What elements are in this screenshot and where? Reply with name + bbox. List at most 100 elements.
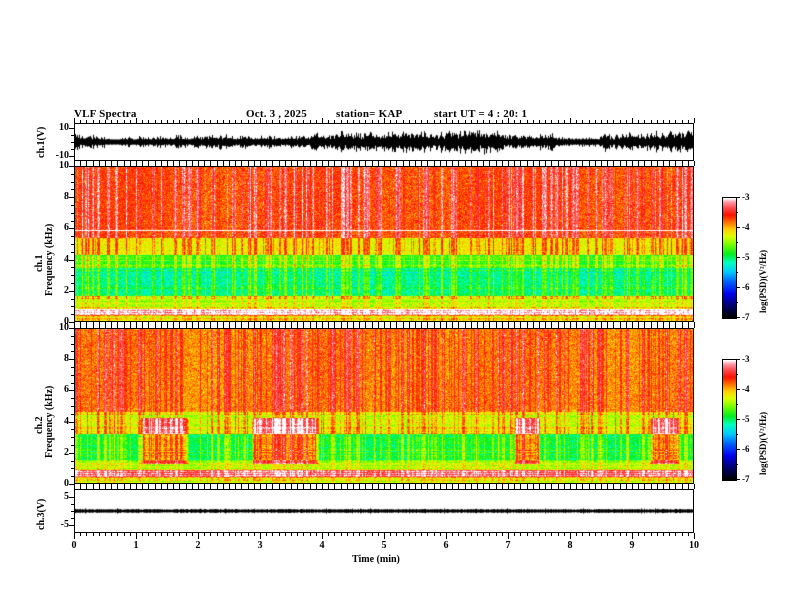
ch2-spec-bottom-tick-minor xyxy=(334,484,335,487)
ch1-spec-bottom-tick-minor xyxy=(440,322,441,325)
ch1-spec-bottom-tick-minor xyxy=(341,322,342,325)
ch1-wave-top-tick-minor xyxy=(434,120,435,123)
ch1-spec-top-tick-minor xyxy=(334,163,335,166)
ch1-spec-top-tick-minor xyxy=(235,163,236,166)
ch2-spec-ytick-minor xyxy=(71,445,74,446)
ch3-wave-top-tick-major xyxy=(508,484,509,489)
ch1-spec-top-tick-minor xyxy=(192,163,193,166)
ch1-spec-top-tick-minor xyxy=(489,163,490,166)
ch1-wave-bottom-tick-minor xyxy=(372,161,373,164)
ch1-spec-ytick-label: 8 xyxy=(64,191,69,203)
x-axis-tick-minor xyxy=(551,533,552,537)
ch1-spec-top-tick-minor xyxy=(533,163,534,166)
ch2-spec-top-tick-minor xyxy=(582,325,583,328)
ch1-colorbar-minor-tick xyxy=(736,272,738,273)
ch2-spec-top-tick-minor xyxy=(359,325,360,328)
ch3-wave-top-tick-minor xyxy=(434,486,435,489)
x-axis-tick-minor xyxy=(675,533,676,537)
ch1-spec-bottom-tick-minor xyxy=(465,322,466,325)
ch2-spec-bottom-tick-minor xyxy=(440,484,441,487)
x-axis-tick-minor xyxy=(186,533,187,537)
ch1-colorbar-gradient xyxy=(723,198,736,318)
ch2-spec-top-tick-minor xyxy=(378,325,379,328)
ch1-spec-top-tick-minor xyxy=(167,163,168,166)
ch2-spec-top-tick-major xyxy=(508,323,509,328)
ch1-spec-bottom-tick-minor xyxy=(111,322,112,325)
ch3-wave-top-tick-minor xyxy=(86,486,87,489)
ch1-colorbar-tick xyxy=(736,257,740,258)
x-axis-tick-minor xyxy=(148,533,149,537)
ch1-spec-top-tick-minor xyxy=(452,163,453,166)
ch2-spec-top-tick-minor xyxy=(341,325,342,328)
ch3-wave-top-tick-minor xyxy=(372,486,373,489)
ch1-spec-top-tick-minor xyxy=(434,163,435,166)
ch2-spec-ytick-minor xyxy=(71,351,74,352)
ch1-spec-bottom-tick-minor xyxy=(390,322,391,325)
ch1-wave-top-tick-minor xyxy=(217,120,218,123)
x-axis-tick-minor xyxy=(365,533,366,537)
ch2-spec-top-tick-minor xyxy=(148,325,149,328)
ch1-spec-top-tick-minor xyxy=(403,163,404,166)
ch2-spec-bottom-tick-minor xyxy=(93,484,94,487)
ch1-wave-bottom-tick-minor xyxy=(613,161,614,164)
ch1-spec-ytick-minor xyxy=(71,182,74,183)
x-axis-tick-minor xyxy=(223,533,224,537)
ch2-spec-top-tick-major xyxy=(322,323,323,328)
ch3-wave-top-tick-minor xyxy=(217,486,218,489)
ch1-wave-top-tick-major xyxy=(570,118,571,123)
ch3-wave-ytick-minor xyxy=(71,511,74,512)
ch3-wave-top-tick-minor xyxy=(644,486,645,489)
ch1-wave-bottom-tick-minor xyxy=(663,161,664,164)
ch1-wave-bottom-tick-minor xyxy=(477,161,478,164)
ch1-spec-bottom-tick-minor xyxy=(173,322,174,325)
ch1-spec-top-tick-minor xyxy=(471,163,472,166)
ch2-spec-top-tick-minor xyxy=(111,325,112,328)
ch2-spec-top-tick-minor xyxy=(539,325,540,328)
x-axis-tick-minor xyxy=(80,533,81,537)
ch1-wave-top-tick-minor xyxy=(186,120,187,123)
ch1-wave-top-tick-minor xyxy=(272,120,273,123)
ch1-waveform-panel xyxy=(74,123,694,161)
ch3-wave-top-tick-minor xyxy=(483,486,484,489)
ch1-spec-bottom-tick-minor xyxy=(148,322,149,325)
ch2-spec-top-tick-minor xyxy=(117,325,118,328)
ch1-spec-axis-subtitle: Frequency (kHz) xyxy=(44,223,55,296)
figure-title-row: VLF Spectra Oct. 3 , 2025 station= KAP s… xyxy=(74,108,694,122)
ch2-spec-bottom-tick-minor xyxy=(80,484,81,487)
ch2-spec-bottom-tick-minor xyxy=(620,484,621,487)
ch1-wave-bottom-tick-minor xyxy=(378,161,379,164)
ch2-spec-top-tick-minor xyxy=(434,325,435,328)
ch1-wave-bottom-tick-minor xyxy=(173,161,174,164)
x-axis-tick-minor xyxy=(117,533,118,537)
ch1-spectrogram-canvas xyxy=(75,167,693,321)
ch2-spec-ytick-minor xyxy=(71,336,74,337)
ch2-spec-top-tick-minor xyxy=(427,325,428,328)
ch1-wave-bottom-tick-minor xyxy=(539,161,540,164)
ch2-spec-bottom-tick-minor xyxy=(179,484,180,487)
ch2-spec-top-tick-minor xyxy=(551,325,552,328)
ch1-wave-bottom-tick-minor xyxy=(204,161,205,164)
ch1-wave-bottom-tick-minor xyxy=(403,161,404,164)
ch1-wave-top-tick-minor xyxy=(644,120,645,123)
ch2-spec-bottom-tick-minor xyxy=(403,484,404,487)
ch1-wave-ytick-minor xyxy=(71,135,74,136)
ch1-wave-top-tick-minor xyxy=(155,120,156,123)
ch1-spec-top-tick-major xyxy=(446,161,447,166)
ch1-wave-top-tick-minor xyxy=(589,120,590,123)
ch1-spec-top-tick-minor xyxy=(142,163,143,166)
x-axis-label: 7 xyxy=(505,540,511,551)
ch1-wave-bottom-tick-minor xyxy=(465,161,466,164)
ch2-spec-top-tick-minor xyxy=(161,325,162,328)
ch1-colorbar-minor-tick xyxy=(736,212,738,213)
ch1-spec-top-tick-minor xyxy=(93,163,94,166)
ch2-spec-ytick-major xyxy=(69,359,74,360)
ch1-wave-top-tick-minor xyxy=(173,120,174,123)
ch1-wave-top-tick-minor xyxy=(613,120,614,123)
ch2-spec-bottom-tick-minor xyxy=(328,484,329,487)
ch3-wave-top-tick-minor xyxy=(93,486,94,489)
ch1-wave-bottom-tick-minor xyxy=(595,161,596,164)
ch1-spec-bottom-tick-minor xyxy=(434,322,435,325)
ch1-wave-bottom-tick-minor xyxy=(148,161,149,164)
ch1-spec-bottom-tick-minor xyxy=(533,322,534,325)
ch2-spec-ytick-major xyxy=(69,484,74,485)
